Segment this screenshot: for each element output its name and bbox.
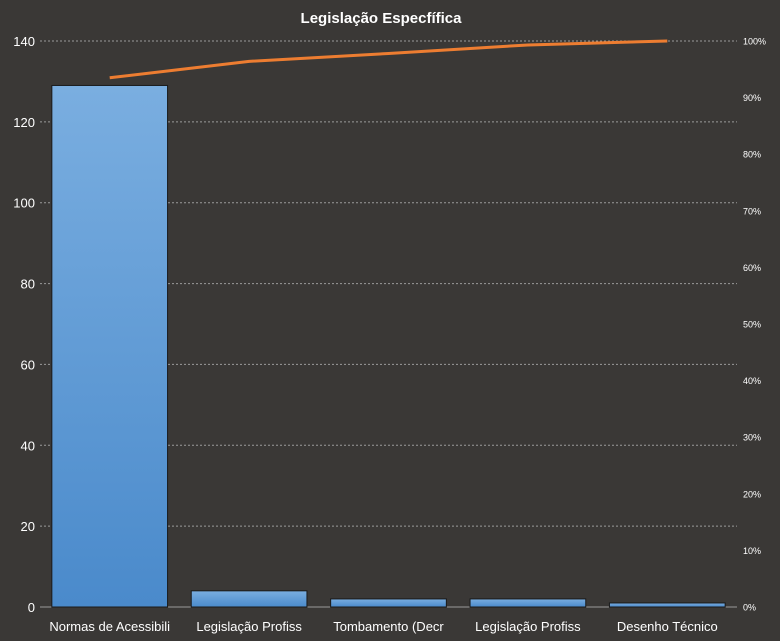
y2-tick-label: 0%	[743, 603, 756, 613]
x-tick-label: Tombamento (Decr	[333, 619, 444, 634]
y-tick-label: 120	[13, 115, 35, 130]
y2-tick-label: 90%	[743, 93, 761, 103]
y2-tick-label: 50%	[743, 320, 761, 330]
cumulative-line	[109, 39, 668, 80]
x-tick-label: Legislação Profiss	[475, 619, 581, 634]
y-tick-label: 0	[28, 600, 35, 615]
y2-tick-label: 20%	[743, 489, 761, 499]
y-tick-label: 40	[21, 438, 35, 453]
y2-tick-label: 10%	[743, 546, 761, 556]
bar	[51, 84, 169, 608]
bar	[608, 602, 726, 608]
y2-tick-label: 60%	[743, 263, 761, 273]
y2-tick-label: 80%	[743, 150, 761, 160]
x-axis-labels: Normas de Acessibili Legislação Profiss To…	[49, 619, 717, 634]
y2-tick-label: 40%	[743, 376, 761, 386]
x-tick-label: Legislação Profiss	[196, 619, 302, 634]
y-tick-label: 60	[21, 357, 35, 372]
x-tick-label: Normas de Acessibili	[49, 619, 170, 634]
y2-axis-labels: 0% 10% 20% 30% 40% 50% 60% 70% 80% 90% 100%	[743, 37, 766, 613]
bar	[190, 590, 308, 608]
y2-tick-label: 30%	[743, 433, 761, 443]
y-tick-label: 140	[13, 34, 35, 49]
x-tick-label: Desenho Técnico	[617, 619, 718, 634]
chart-title: Legislação Especfífica	[301, 10, 463, 27]
bar	[469, 598, 587, 608]
cumulative-percent-line	[109, 39, 668, 80]
y-tick-label: 80	[21, 277, 35, 292]
y2-tick-label: 100%	[743, 37, 766, 47]
y2-tick-label: 70%	[743, 206, 761, 216]
y-axis-labels: 0 20 40 60 80 100 120 140	[13, 34, 35, 615]
bars	[51, 84, 726, 608]
bar	[330, 598, 447, 608]
y-tick-label: 20	[21, 519, 35, 534]
y-tick-label: 100	[13, 196, 35, 211]
